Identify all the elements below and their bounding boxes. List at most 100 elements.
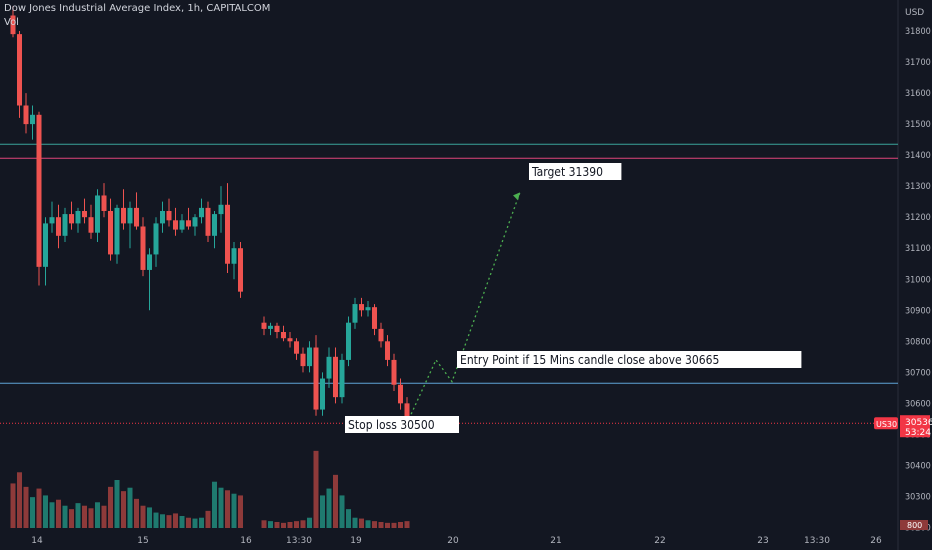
candle-body xyxy=(385,341,390,360)
candle-body xyxy=(287,338,293,342)
price-tick-label: 31400 xyxy=(905,151,931,161)
candle-body xyxy=(378,328,384,342)
price-tick-label: 31600 xyxy=(905,89,931,99)
volume-bar xyxy=(359,518,364,528)
price-tick-label: 31500 xyxy=(905,120,931,130)
volume-bar xyxy=(238,495,243,528)
candle-body xyxy=(75,210,81,224)
volume-bar xyxy=(10,483,16,528)
volume-bar xyxy=(82,505,87,528)
level-lines xyxy=(0,143,898,424)
candle-body xyxy=(23,105,29,125)
volume-bar xyxy=(261,520,267,528)
projection-path xyxy=(406,192,521,424)
price-tick-label: 31000 xyxy=(905,275,931,285)
volume-bar xyxy=(173,513,178,528)
volume-bar xyxy=(320,495,325,528)
stoploss-annotation[interactable]: Stop loss 30500 xyxy=(345,416,459,433)
price-tick-label: 31700 xyxy=(905,58,931,68)
candle-body xyxy=(192,217,198,227)
candle-body xyxy=(294,341,299,354)
plot-background xyxy=(0,0,898,550)
volume-bar xyxy=(23,486,29,528)
entry-annotation-box xyxy=(457,351,802,368)
volume-bar xyxy=(153,512,159,528)
volume-bar xyxy=(212,481,217,528)
candle-body xyxy=(231,248,237,264)
volume-bars xyxy=(10,450,410,528)
candle-body xyxy=(333,356,338,398)
candles xyxy=(10,6,410,426)
candle-body xyxy=(179,220,185,230)
price-tick-label: 30600 xyxy=(905,399,931,409)
volume-bar xyxy=(69,509,74,528)
volume-bar xyxy=(205,510,211,528)
candle-body xyxy=(339,359,345,398)
volume-bar xyxy=(333,474,338,528)
target-annotation[interactable]: Target 31390 xyxy=(529,163,622,180)
price-tick-label: 31100 xyxy=(905,244,931,254)
candle-body xyxy=(114,207,120,255)
candle-body xyxy=(166,210,172,221)
candle-body xyxy=(365,307,371,311)
price-tick-label: 31800 xyxy=(905,27,931,37)
target-annotation-text: Target 31390 xyxy=(531,165,603,179)
volume-bar xyxy=(108,486,113,528)
volume-indicator-label[interactable]: Vol xyxy=(4,17,19,28)
volume-bar xyxy=(199,517,204,528)
volume-bar xyxy=(231,493,237,528)
candle-body xyxy=(372,307,377,329)
candle-body xyxy=(218,204,224,215)
candle-body xyxy=(30,114,35,125)
candle-body xyxy=(127,207,133,224)
candle-body xyxy=(147,254,152,270)
candle-body xyxy=(404,403,410,424)
candle-body xyxy=(186,220,191,227)
countdown-text: 53:24 xyxy=(905,428,931,438)
volume-bar xyxy=(62,505,68,528)
volume-bar xyxy=(127,487,133,528)
symbol-title[interactable]: Dow Jones Industrial Average Index, 1h, … xyxy=(4,3,271,14)
symbol-tag-text: US30 xyxy=(876,420,897,429)
stoploss-annotation-box xyxy=(345,416,459,433)
candle-body xyxy=(205,207,211,236)
candle-body xyxy=(225,204,230,264)
candle-body xyxy=(398,384,403,404)
time-tick-label: 16 xyxy=(240,536,252,546)
projection-arrowhead xyxy=(513,192,520,201)
volume-bar xyxy=(186,517,191,528)
candle-body xyxy=(49,217,55,224)
entry-annotation-text: Entry Point if 15 Mins candle close abov… xyxy=(460,353,719,367)
volume-bar xyxy=(281,522,286,528)
volume-bar xyxy=(218,487,224,528)
time-tick-label: 21 xyxy=(550,536,561,546)
volume-bar xyxy=(140,505,146,528)
volume-bar xyxy=(294,521,299,528)
candle-body xyxy=(108,210,113,255)
time-tick-label: 23 xyxy=(757,536,768,546)
candle-body xyxy=(43,223,48,267)
volume-bar xyxy=(101,505,107,528)
volume-bar xyxy=(225,490,230,528)
volume-bar xyxy=(404,521,410,528)
candle-body xyxy=(160,210,165,224)
volume-bar xyxy=(268,521,273,528)
candle-body xyxy=(307,347,312,367)
candle-body xyxy=(346,322,351,360)
candle-body xyxy=(56,217,61,236)
entry-annotation[interactable]: Entry Point if 15 Mins candle close abov… xyxy=(457,351,802,368)
volume-bar xyxy=(30,497,35,528)
stoploss-annotation-text: Stop loss 30500 xyxy=(348,418,435,432)
price-tick-label: 31300 xyxy=(905,182,931,192)
time-tick-label: 26 xyxy=(870,536,882,546)
candle-body xyxy=(261,322,267,329)
candle-body xyxy=(281,331,286,339)
time-tick-label: 15 xyxy=(137,536,148,546)
time-tick-label: 13:30 xyxy=(804,536,830,546)
candle-body xyxy=(95,195,100,233)
volume-bar xyxy=(36,488,42,528)
price-tick-label: 30800 xyxy=(905,337,931,347)
